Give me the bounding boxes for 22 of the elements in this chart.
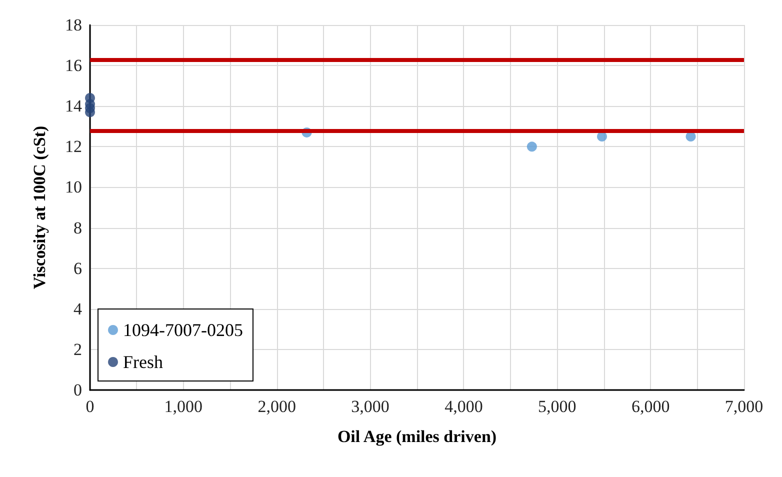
y-tick-label: 14 [65, 96, 82, 116]
legend-label: Fresh [123, 352, 163, 372]
x-axis-title: Oil Age (miles driven) [337, 427, 497, 446]
y-tick-label: 4 [74, 299, 82, 318]
y-tick-label: 6 [74, 258, 82, 278]
x-tick-label: 0 [86, 397, 94, 416]
x-tick-label: 4,000 [444, 397, 483, 416]
x-tick-label: 3,000 [351, 397, 390, 416]
y-tick-label: 10 [65, 178, 82, 197]
legend-label: 1094-7007-0205 [123, 320, 243, 340]
y-axis-title: Viscosity at 100C (cSt) [30, 126, 49, 290]
x-tick-label: 5,000 [538, 397, 576, 416]
x-tick-label: 2,000 [258, 397, 296, 416]
y-tick-label: 16 [65, 56, 82, 76]
y-tick-label: 12 [65, 137, 82, 156]
y-tick-label: 8 [74, 218, 82, 238]
y-tick-label: 2 [74, 340, 82, 359]
x-tick-label: 7,000 [724, 397, 764, 416]
y-tick-label: 0 [74, 380, 82, 400]
y-tick-label: 18 [65, 16, 82, 34]
x-tick-label: 6,000 [631, 397, 670, 416]
x-tick-label: 1,000 [164, 397, 203, 416]
